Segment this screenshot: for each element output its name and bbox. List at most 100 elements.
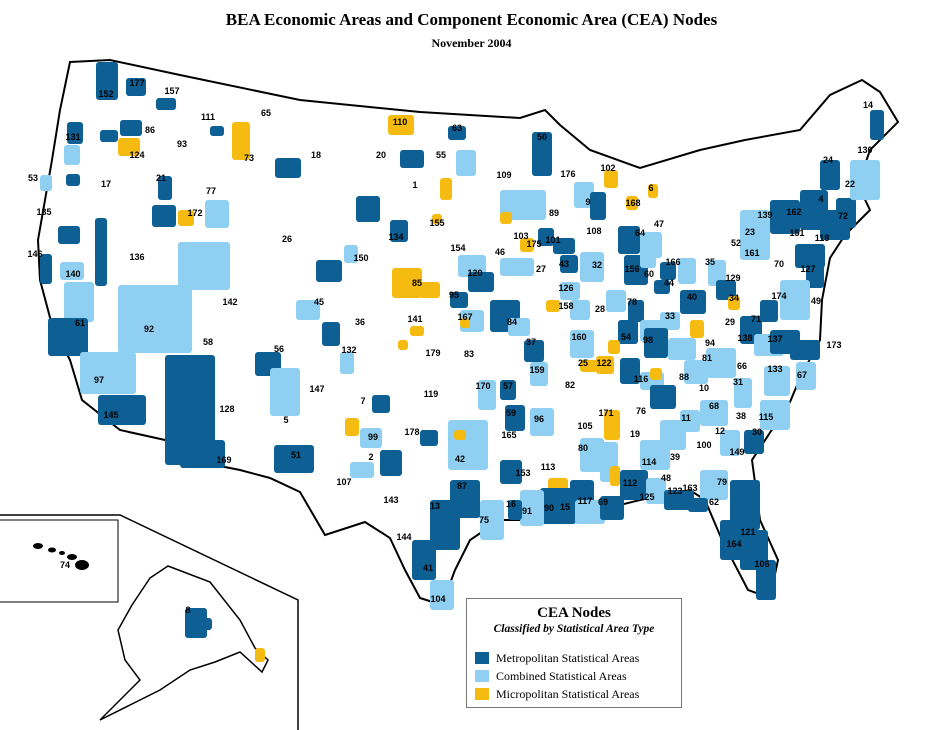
metropolitan-node bbox=[756, 560, 776, 600]
region-label: 117 bbox=[578, 496, 593, 506]
alaska-outline bbox=[99, 565, 269, 721]
metropolitan-node bbox=[95, 218, 107, 286]
region-label: 104 bbox=[430, 594, 445, 604]
region-label: 166 bbox=[665, 257, 680, 267]
region-label: 43 bbox=[559, 259, 569, 269]
combined-node bbox=[500, 190, 546, 220]
metropolitan-swatch bbox=[475, 652, 489, 664]
combined-node bbox=[796, 362, 816, 390]
region-label: 35 bbox=[705, 257, 715, 267]
region-label: 58 bbox=[203, 337, 213, 347]
region-label: 44 bbox=[664, 278, 674, 288]
combined-node bbox=[478, 380, 496, 410]
micropolitan-node bbox=[460, 318, 470, 328]
hawaii-islands bbox=[33, 543, 89, 570]
metropolitan-node bbox=[836, 198, 856, 228]
metropolitan-node bbox=[644, 328, 668, 358]
metropolitan-node bbox=[40, 254, 52, 284]
region-label: 162 bbox=[786, 207, 801, 217]
metropolitan-node bbox=[158, 176, 172, 200]
metropolitan-node bbox=[538, 228, 554, 246]
inset-frame-inner bbox=[0, 519, 119, 603]
combined-node bbox=[178, 242, 230, 290]
region-label: 94 bbox=[705, 338, 715, 348]
region-label: 23 bbox=[745, 227, 755, 237]
region-label: 93 bbox=[177, 139, 187, 149]
combined-node bbox=[764, 366, 790, 396]
region-label: 47 bbox=[654, 219, 664, 229]
metropolitan-node bbox=[618, 320, 638, 344]
metropolitan-node bbox=[198, 618, 212, 630]
metropolitan-node bbox=[508, 500, 522, 520]
region-label: 54 bbox=[621, 332, 631, 342]
combined-node bbox=[640, 440, 670, 470]
metropolitan-node bbox=[412, 540, 436, 580]
legend-label: Micropolitan Statistical Areas bbox=[496, 686, 640, 701]
combined-node bbox=[64, 145, 80, 165]
region-label: 127 bbox=[800, 264, 815, 274]
combined-node bbox=[520, 490, 544, 526]
metropolitan-node bbox=[654, 280, 670, 294]
combined-node bbox=[850, 160, 880, 200]
metropolitan-node bbox=[274, 445, 314, 473]
region-label: 174 bbox=[771, 291, 786, 301]
combined-node bbox=[340, 352, 354, 374]
region-label: 120 bbox=[467, 268, 482, 278]
metropolitan-node bbox=[372, 395, 390, 413]
combined-node bbox=[360, 428, 382, 448]
metropolitan-node bbox=[620, 470, 648, 500]
region-label: 168 bbox=[625, 198, 640, 208]
combined-node bbox=[708, 260, 726, 286]
combined-node bbox=[40, 175, 52, 191]
region-label: 61 bbox=[75, 318, 85, 328]
metropolitan-node bbox=[448, 126, 466, 140]
region-label: 144 bbox=[396, 532, 411, 542]
micropolitan-node bbox=[432, 214, 442, 224]
micropolitan-node bbox=[580, 360, 598, 372]
metropolitan-node bbox=[67, 122, 83, 144]
region-label: 15 bbox=[560, 502, 570, 512]
combined-node bbox=[740, 210, 770, 260]
metropolitan-node bbox=[620, 358, 640, 384]
region-label: 122 bbox=[596, 358, 611, 368]
region-label: 33 bbox=[665, 311, 675, 321]
combined-node bbox=[456, 150, 476, 176]
region-label: 56 bbox=[274, 344, 284, 354]
region-label: 69 bbox=[598, 497, 608, 507]
metropolitan-node bbox=[744, 430, 764, 454]
metropolitan-node bbox=[600, 496, 624, 520]
combined-node bbox=[580, 438, 604, 472]
region-label: 74 bbox=[60, 560, 70, 570]
metropolitan-node bbox=[400, 150, 424, 168]
metropolitan-node bbox=[590, 192, 606, 220]
metropolitan-node bbox=[66, 174, 80, 186]
region-label: 119 bbox=[424, 389, 439, 399]
region-label: 4 bbox=[818, 194, 823, 204]
combined-node bbox=[350, 462, 374, 478]
region-label: 172 bbox=[187, 208, 202, 218]
combined-node bbox=[668, 338, 696, 360]
metropolitan-node bbox=[660, 262, 676, 280]
region-label: 97 bbox=[94, 375, 104, 385]
metropolitan-node bbox=[126, 78, 146, 96]
combined-node bbox=[64, 282, 94, 322]
region-label: 50 bbox=[537, 132, 547, 142]
region-label: 71 bbox=[751, 314, 761, 324]
combined-swatch bbox=[475, 670, 489, 682]
metropolitan-node bbox=[650, 385, 676, 409]
metropolitan-node bbox=[152, 205, 176, 227]
region-label: 2 bbox=[368, 452, 373, 462]
region-label: 14 bbox=[863, 100, 873, 110]
micropolitan-node bbox=[420, 282, 440, 298]
combined-node bbox=[700, 400, 728, 426]
region-label: 159 bbox=[529, 365, 544, 375]
region-label: 101 bbox=[545, 235, 560, 245]
micropolitan-node bbox=[596, 356, 614, 374]
region-label: 68 bbox=[709, 401, 719, 411]
region-label: 173 bbox=[826, 340, 841, 350]
region-label: 99 bbox=[368, 432, 378, 442]
metropolitan-node bbox=[553, 238, 575, 254]
legend-title: CEA Nodes bbox=[537, 605, 611, 621]
metropolitan-node bbox=[505, 405, 525, 431]
